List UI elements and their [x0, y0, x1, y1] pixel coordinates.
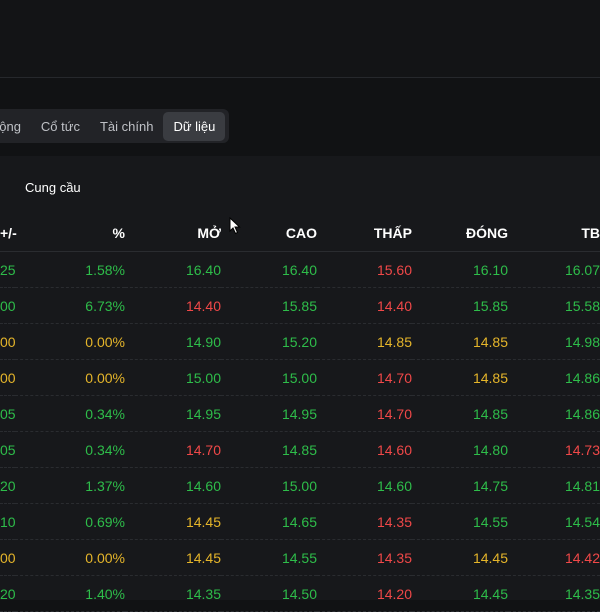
cell-open: 15.00: [125, 359, 221, 396]
cell-percent: 0.00%: [15, 323, 125, 360]
cell-high: 14.55: [221, 539, 317, 576]
cell-high: 15.20: [221, 323, 317, 360]
top-bar: [0, 0, 600, 78]
header-percent[interactable]: %: [15, 215, 125, 252]
cell-open: 14.70: [125, 431, 221, 468]
cell-percent: 0.34%: [15, 395, 125, 432]
cell-change: 00: [0, 287, 16, 324]
cell-open: 14.35: [125, 575, 221, 612]
cell-open: 14.90: [125, 323, 221, 360]
cell-average: 14.86: [508, 359, 600, 396]
cell-high: 16.40: [221, 251, 317, 288]
cell-percent: 1.40%: [15, 575, 125, 612]
cell-open: 14.95: [125, 395, 221, 432]
cell-low: 14.35: [317, 539, 412, 576]
cell-high: 15.85: [221, 287, 317, 324]
header-open[interactable]: MỞ: [125, 215, 221, 252]
cell-average: 14.98: [508, 323, 600, 360]
subtab-cung-cau[interactable]: Cung cầu: [25, 180, 81, 195]
table-row: 25 1.58% 16.40 16.40 15.60 16.10 16.07: [0, 251, 600, 288]
cell-change: 20: [0, 575, 16, 612]
cell-low: 14.70: [317, 359, 412, 396]
cell-close: 14.85: [412, 359, 508, 396]
table-row: 05 0.34% 14.70 14.85 14.60 14.80 14.73: [0, 431, 600, 468]
cell-low: 15.60: [317, 251, 412, 288]
cell-change: 05: [0, 395, 16, 432]
cell-high: 15.00: [221, 467, 317, 504]
table-row: 20 1.37% 14.60 15.00 14.60 14.75 14.81: [0, 467, 600, 504]
cell-open: 14.60: [125, 467, 221, 504]
cell-open: 14.45: [125, 539, 221, 576]
cell-percent: 0.00%: [15, 539, 125, 576]
cell-high: 14.85: [221, 431, 317, 468]
table-row: 00 0.00% 15.00 15.00 14.70 14.85 14.86: [0, 359, 600, 396]
table-header-row: +/- % MỞ CAO THẤP ĐÓNG TB: [0, 215, 600, 252]
cell-high: 15.00: [221, 359, 317, 396]
tab-tai-chinh[interactable]: Tài chính: [99, 118, 154, 134]
cell-close: 15.85: [412, 287, 508, 324]
cell-average: 14.42: [508, 539, 600, 576]
cell-percent: 0.00%: [15, 359, 125, 396]
header-low[interactable]: THẤP: [317, 215, 412, 252]
cell-close: 14.85: [412, 323, 508, 360]
cell-close: 14.85: [412, 395, 508, 432]
cell-change: 00: [0, 323, 16, 360]
header-high[interactable]: CAO: [221, 215, 317, 252]
cell-low: 14.70: [317, 395, 412, 432]
table-row: 20 1.40% 14.35 14.50 14.20 14.45 14.35: [0, 575, 600, 612]
table-row: 05 0.34% 14.95 14.95 14.70 14.85 14.86: [0, 395, 600, 432]
cell-change: 05: [0, 431, 16, 468]
cell-low: 14.40: [317, 287, 412, 324]
cell-average: 14.54: [508, 503, 600, 540]
cell-average: 14.81: [508, 467, 600, 504]
cell-average: 14.35: [508, 575, 600, 612]
header-average[interactable]: TB: [508, 215, 600, 252]
cell-low: 14.85: [317, 323, 412, 360]
price-history-table: +/- % MỞ CAO THẤP ĐÓNG TB 25 1.58% 16.40 16…: [0, 215, 600, 612]
cell-percent: 6.73%: [15, 287, 125, 324]
cell-low: 14.20: [317, 575, 412, 612]
table-row: 00 6.73% 14.40 15.85 14.40 15.85 15.58: [0, 287, 600, 324]
cell-high: 14.65: [221, 503, 317, 540]
cell-close: 14.45: [412, 575, 508, 612]
cell-close: 16.10: [412, 251, 508, 288]
cell-change: 00: [0, 359, 16, 396]
cell-close: 14.45: [412, 539, 508, 576]
tab-bar: động Cổ tức Tài chính Dữ liệu: [0, 109, 229, 143]
cell-low: 14.60: [317, 431, 412, 468]
cell-change: 25: [0, 251, 16, 288]
cell-percent: 0.69%: [15, 503, 125, 540]
tab-co-tuc[interactable]: Cổ tức: [40, 118, 80, 134]
cell-low: 14.35: [317, 503, 412, 540]
cell-change: 20: [0, 467, 16, 504]
cell-close: 14.75: [412, 467, 508, 504]
cell-open: 14.45: [125, 503, 221, 540]
cell-percent: 0.34%: [15, 431, 125, 468]
cell-percent: 1.37%: [15, 467, 125, 504]
cell-high: 14.95: [221, 395, 317, 432]
cell-average: 16.07: [508, 251, 600, 288]
cell-close: 14.55: [412, 503, 508, 540]
table-row: 00 0.00% 14.90 15.20 14.85 14.85 14.98: [0, 323, 600, 360]
cell-average: 15.58: [508, 287, 600, 324]
cell-close: 14.80: [412, 431, 508, 468]
cell-change: 10: [0, 503, 16, 540]
cell-open: 14.40: [125, 287, 221, 324]
tab-du-lieu[interactable]: Dữ liệu: [163, 111, 226, 141]
cell-low: 14.60: [317, 467, 412, 504]
tab-dong[interactable]: động: [0, 118, 21, 134]
header-close[interactable]: ĐÓNG: [412, 215, 508, 252]
cell-average: 14.73: [508, 431, 600, 468]
cell-change: 00: [0, 539, 16, 576]
header-change[interactable]: +/-: [0, 215, 17, 252]
cell-open: 16.40: [125, 251, 221, 288]
cell-high: 14.50: [221, 575, 317, 612]
table-row: 10 0.69% 14.45 14.65 14.35 14.55 14.54: [0, 503, 600, 540]
cell-percent: 1.58%: [15, 251, 125, 288]
table-row: 00 0.00% 14.45 14.55 14.35 14.45 14.42: [0, 539, 600, 576]
mouse-pointer-icon: [229, 217, 241, 235]
cell-average: 14.86: [508, 395, 600, 432]
